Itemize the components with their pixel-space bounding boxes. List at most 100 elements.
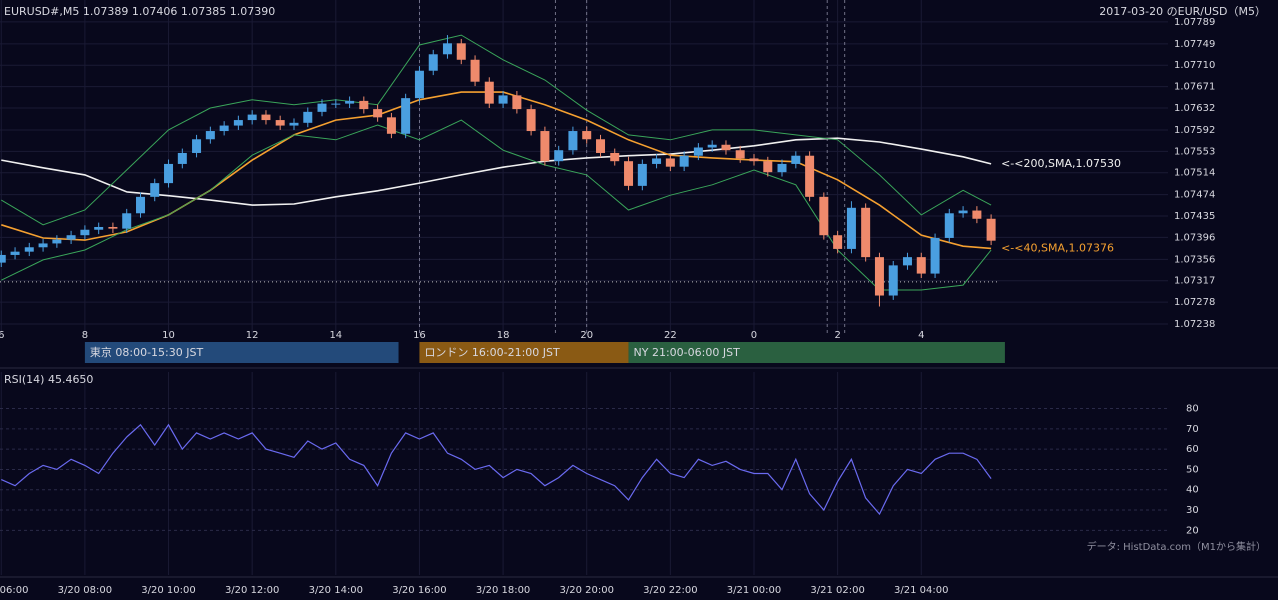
candle-body bbox=[150, 183, 160, 197]
candle-body bbox=[665, 158, 675, 167]
candle-body bbox=[66, 235, 76, 240]
x-tick-label: 3/21 04:00 bbox=[894, 585, 948, 596]
x-tick-label: 3/20 06:00 bbox=[0, 585, 28, 596]
candle-body bbox=[373, 109, 383, 118]
rsi-line bbox=[1, 423, 992, 516]
candle-body bbox=[749, 158, 759, 162]
candle-body bbox=[456, 43, 466, 60]
y-tick-label: 1.07396 bbox=[1174, 232, 1215, 243]
candle-body bbox=[805, 155, 815, 197]
y-tick-label: 20 bbox=[1186, 525, 1199, 536]
x-tick-label: 3/20 20:00 bbox=[559, 585, 613, 596]
candle-body bbox=[136, 196, 146, 214]
y-tick-label: 1.07278 bbox=[1174, 297, 1215, 308]
candle-body bbox=[428, 54, 438, 71]
candle-body bbox=[386, 117, 396, 134]
x-tick-label: 3/20 14:00 bbox=[309, 585, 363, 596]
candle-body bbox=[219, 125, 229, 132]
candle-body bbox=[205, 131, 215, 140]
candle-body bbox=[861, 207, 871, 258]
x-tick-label: 18 bbox=[497, 330, 510, 341]
candle-body bbox=[498, 95, 508, 104]
candle-body bbox=[122, 213, 132, 229]
candle-body bbox=[345, 100, 355, 104]
candle-body bbox=[192, 139, 202, 153]
candle-body bbox=[777, 163, 787, 173]
session-bar bbox=[628, 342, 1005, 363]
candle-body bbox=[414, 70, 424, 99]
indicator-line bbox=[1, 34, 992, 226]
candle-body bbox=[303, 111, 313, 123]
candle-body bbox=[833, 235, 843, 249]
x-tick-label: 0 bbox=[751, 330, 757, 341]
session-label: 東京 08:00-15:30 JST bbox=[90, 345, 204, 359]
y-tick-label: 30 bbox=[1186, 505, 1199, 516]
y-tick-label: 40 bbox=[1186, 485, 1199, 496]
candle-body bbox=[80, 229, 90, 236]
y-tick-label: 1.07356 bbox=[1174, 254, 1215, 265]
candle-body bbox=[331, 103, 341, 105]
candle-body bbox=[261, 114, 271, 121]
candle-body bbox=[52, 239, 62, 244]
candle-body bbox=[610, 152, 620, 162]
candle-body bbox=[986, 218, 996, 241]
candle-body bbox=[94, 226, 104, 230]
y-tick-label: 1.07632 bbox=[1174, 103, 1215, 114]
candle-body bbox=[679, 155, 689, 167]
candle-body bbox=[637, 163, 647, 186]
y-tick-label: 1.07592 bbox=[1174, 125, 1215, 136]
x-tick-label: 20 bbox=[580, 330, 593, 341]
candle-body bbox=[902, 257, 912, 266]
candle-body bbox=[693, 147, 703, 156]
y-tick-label: 1.07514 bbox=[1174, 168, 1215, 179]
candle-body bbox=[317, 103, 327, 112]
candle-body bbox=[958, 210, 968, 214]
x-tick-label: 3/20 10:00 bbox=[141, 585, 195, 596]
candle-body bbox=[888, 265, 898, 296]
candle-body bbox=[916, 257, 926, 274]
candle-body bbox=[484, 81, 494, 104]
candle-body bbox=[0, 254, 6, 263]
candle-body bbox=[582, 131, 592, 140]
y-tick-label: 1.07435 bbox=[1174, 211, 1215, 222]
session-bar bbox=[84, 342, 399, 363]
x-tick-label: 8 bbox=[82, 330, 88, 341]
x-tick-label: 3/20 12:00 bbox=[225, 585, 279, 596]
y-tick-label: 60 bbox=[1186, 444, 1199, 455]
x-tick-label: 14 bbox=[329, 330, 342, 341]
session-label: ロンドン 16:00-21:00 JST bbox=[424, 346, 560, 359]
candle-body bbox=[972, 210, 982, 219]
y-tick-label: 1.07749 bbox=[1174, 39, 1215, 50]
candle-body bbox=[721, 144, 731, 151]
candle-body bbox=[10, 251, 20, 255]
candle-body bbox=[177, 152, 187, 164]
candle-body bbox=[401, 98, 411, 134]
candle-body bbox=[289, 122, 299, 126]
indicator-label: <-<40,SMA,1.07376 bbox=[1001, 241, 1114, 254]
candle-body bbox=[791, 155, 801, 164]
candle-body bbox=[554, 150, 564, 162]
y-tick-label: 1.07710 bbox=[1174, 60, 1215, 71]
y-tick-label: 70 bbox=[1186, 424, 1199, 435]
y-tick-label: 1.07789 bbox=[1174, 17, 1215, 28]
candle-body bbox=[819, 196, 829, 236]
candle-body bbox=[707, 144, 717, 148]
candle-body bbox=[624, 161, 634, 186]
chart-title: EURUSD#,M5 1.07389 1.07406 1.07385 1.073… bbox=[4, 5, 275, 18]
x-tick-label: 3/20 18:00 bbox=[476, 585, 530, 596]
candle-body bbox=[470, 59, 480, 82]
candle-body bbox=[568, 131, 578, 151]
candle-body bbox=[735, 150, 745, 159]
y-tick-label: 80 bbox=[1186, 404, 1199, 415]
candle-body bbox=[275, 120, 285, 126]
candle-body bbox=[512, 95, 522, 110]
chart-title: RSI(14) 45.4650 bbox=[4, 373, 93, 386]
candle-body bbox=[359, 100, 369, 110]
session-bar bbox=[419, 342, 629, 363]
y-tick-label: 1.07317 bbox=[1174, 276, 1215, 287]
x-tick-label: 2 bbox=[834, 330, 840, 341]
candle-body bbox=[164, 163, 174, 184]
candle-body bbox=[233, 120, 243, 126]
candle-body bbox=[596, 139, 606, 153]
